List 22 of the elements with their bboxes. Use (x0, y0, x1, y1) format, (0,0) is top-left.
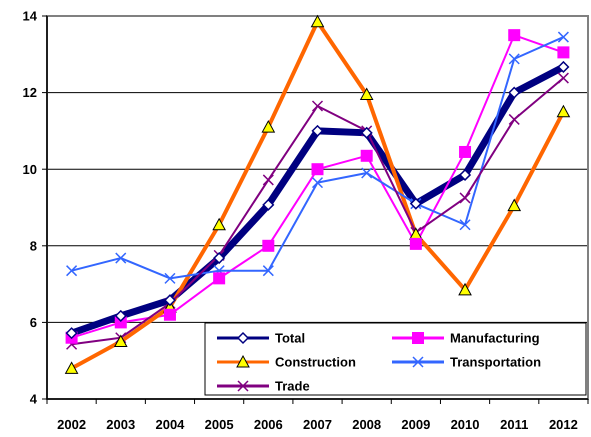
x-tick-label: 2010 (450, 417, 480, 432)
legend-label: Transportation (450, 354, 542, 370)
x-tick-label: 2011 (500, 417, 528, 432)
y-tick-label: 8 (30, 238, 37, 254)
legend-label: Manufacturing (450, 330, 540, 346)
x-tick-label: 2009 (401, 417, 430, 432)
x-tick-label: 2008 (352, 417, 382, 432)
x-tick-label: 2003 (106, 417, 136, 432)
x-tick-label: 2005 (204, 417, 234, 432)
y-tick-label: 12 (22, 85, 37, 100)
x-tick-label: 2002 (57, 417, 86, 432)
x-tick-label: 2007 (303, 417, 332, 432)
x-tick-label: 2004 (155, 417, 186, 432)
y-tick-label: 14 (22, 8, 38, 24)
legend-label: Trade (275, 378, 310, 394)
y-tick-label: 10 (22, 162, 37, 177)
y-tick-label: 4 (30, 392, 38, 407)
legend-label: Construction (275, 354, 356, 370)
legend-label: Total (275, 330, 306, 346)
x-tick-label: 2012 (548, 417, 578, 432)
x-tick-label: 2006 (254, 417, 283, 432)
y-tick-label: 6 (30, 314, 37, 330)
